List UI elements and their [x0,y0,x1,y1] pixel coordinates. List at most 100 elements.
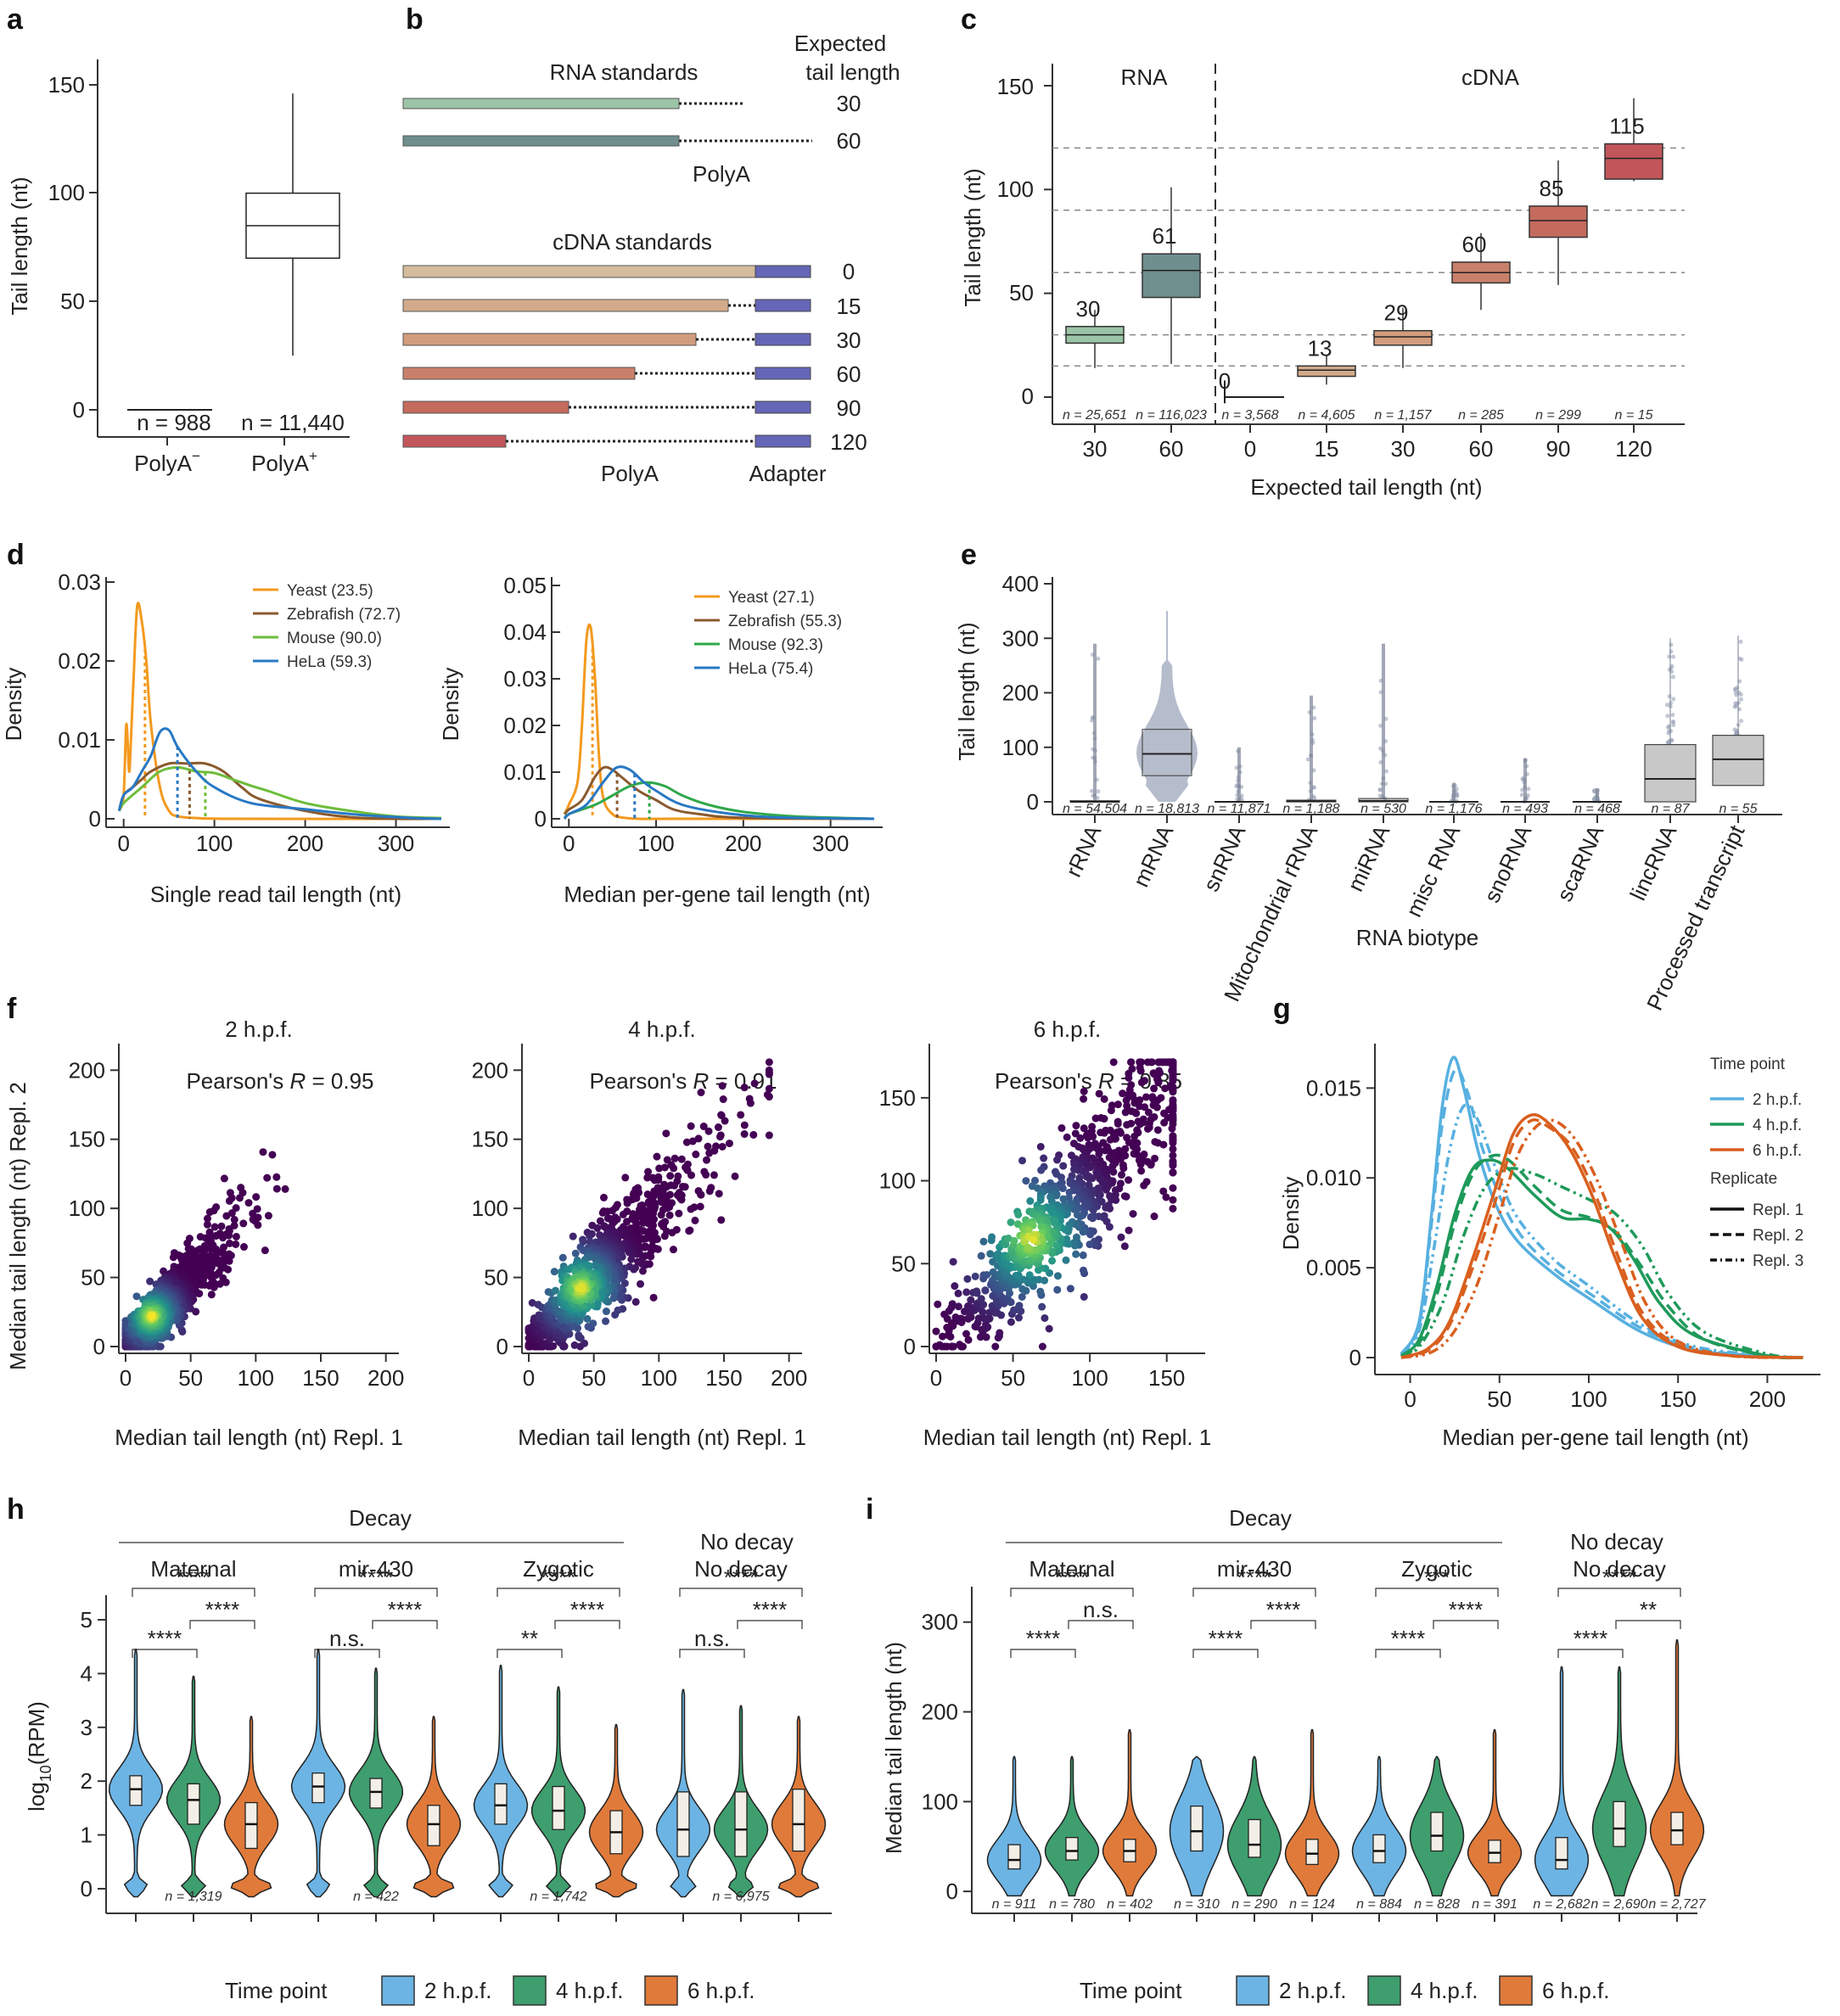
i-legend-label: 6 h.p.f. [1542,1978,1610,2003]
f-point [1080,1095,1088,1103]
h-box [427,1805,440,1846]
f-point [207,1291,216,1299]
f-point [1169,1151,1177,1160]
c-box [1529,205,1588,238]
f-ytick: 100 [472,1196,508,1221]
f-ytick: 0 [496,1334,508,1359]
c-median-label: 61 [1153,223,1177,249]
i-sig-label: **** [1055,1565,1089,1590]
f-point [964,1336,973,1344]
f-point [718,1082,726,1090]
b-cdna-bar [402,265,756,278]
f-point [1091,1114,1100,1123]
panel-label-e: e [961,539,977,571]
f-point [1048,1247,1057,1256]
f-point [1154,1078,1163,1087]
e-outlier [1525,792,1530,798]
f-point [677,1155,686,1163]
i-legend-label: 2 h.p.f. [1279,1978,1347,2003]
f-point [1053,1156,1062,1164]
c-xtick: 0 [1244,436,1256,462]
f-point [1150,1212,1158,1221]
d2-xtick: 100 [637,831,674,856]
g-ytick: 0.010 [1306,1165,1361,1190]
f-point [169,1253,177,1262]
f-point [1169,1162,1177,1170]
e-xtick-label: snoRNA [1478,820,1536,906]
c-median-label: 0 [1219,368,1231,394]
f-point [687,1171,696,1179]
f-ytick: 150 [472,1127,508,1152]
f-point [1122,1096,1130,1105]
f-point [1070,1165,1079,1173]
i-sig-label: ** [1640,1597,1657,1622]
f-point [1085,1240,1094,1249]
i-sig-label: **** [1237,1565,1271,1590]
f-point [1010,1236,1018,1245]
f-point [249,1215,257,1224]
d2-ytick: 0 [535,806,547,832]
f-xtick: 0 [120,1365,132,1391]
f-point [982,1333,990,1341]
f-point [239,1219,248,1228]
e-xtick-label: scaRNA [1551,820,1609,905]
f-point [599,1193,608,1201]
e-outlier [1671,697,1676,702]
f-point [217,1222,226,1230]
c-median-label: 60 [1462,232,1487,257]
h-sig-bracket [496,1588,620,1597]
f-point [589,1319,597,1328]
f-point [1101,1184,1109,1192]
e-xtick-label: rRNA [1060,820,1106,881]
d2-ytick: 0.01 [503,759,547,785]
panel-c: 0 50 100 150 Tail length (nt) RNA cDNA 3… [960,64,1685,500]
b-cdna-bars [402,265,811,448]
f-point [1101,1146,1109,1155]
i-box [1248,1818,1261,1858]
f-point [1136,1067,1145,1075]
e-outlier [1669,642,1674,647]
f-xtick: 100 [641,1365,677,1391]
e-outlier [1669,665,1674,670]
h-y-label-sub: 10 [37,1765,54,1782]
i-n-label: n = 2,727 [1648,1897,1706,1912]
b-cdna-bar [402,367,636,380]
e-outlier [1671,723,1676,728]
f-point [932,1327,940,1336]
h-n-label: n = 422 [353,1890,399,1904]
h-legend-title: Time point [225,1978,328,2003]
f-point [1048,1209,1057,1218]
e-outlier [1738,692,1743,697]
i-group-label: No decay [1573,1556,1666,1582]
f-point [638,1267,647,1275]
d1-line-mouse [117,765,442,820]
h-box [494,1783,508,1825]
f-point [1041,1313,1049,1322]
i-sig-label: **** [1391,1626,1425,1651]
g-legend-label: 4 h.p.f. [1753,1117,1802,1134]
d2-x-label: Median per-gene tail length (nt) [564,882,870,907]
f-point [1143,1124,1152,1133]
f-point [148,1312,156,1320]
d1-legend-label: HeLa (59.3) [287,653,372,671]
f-point [1120,1242,1129,1251]
f-point [1137,1078,1146,1087]
f-point [558,1253,567,1262]
i-legend-label: 4 h.p.f. [1411,1978,1478,2003]
h-box [129,1775,143,1806]
f-point [657,1198,665,1207]
f-point [765,1058,773,1067]
f-point [1084,1134,1092,1142]
f-point [1136,1160,1145,1168]
i-violin [1351,1756,1407,1897]
panel-label-g: g [1273,993,1291,1025]
g-xtick: 0 [1404,1386,1416,1412]
h-ytick: 2 [81,1768,93,1794]
i-violin [1102,1728,1158,1897]
e-x-label: RNA biotype [1356,925,1479,950]
h-box [676,1791,690,1857]
h-legend-swatch [513,1975,547,2006]
i-sig-bracket [1068,1620,1134,1629]
panel-label-d: d [7,539,25,571]
i-n-label: n = 828 [1414,1897,1460,1912]
